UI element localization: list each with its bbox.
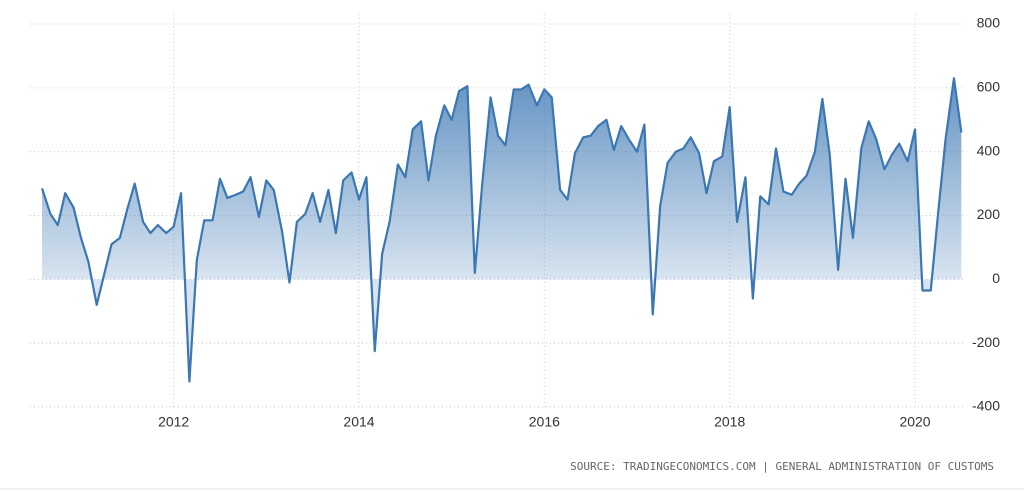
area	[42, 78, 962, 382]
x-tick-label: 2018	[714, 414, 745, 430]
y-tick-label: 0	[992, 270, 1000, 286]
y-tick-label: 800	[977, 15, 1001, 31]
y-tick-label: 200	[977, 206, 1001, 222]
source: SOURCE: TRADINGECONOMICS.COM | GENERAL A…	[570, 460, 994, 473]
x-tick-label: 2016	[529, 414, 560, 430]
x-tick-label: 2012	[158, 414, 189, 430]
x-tick-label: 2020	[899, 414, 930, 430]
y-tick-label: 600	[977, 79, 1001, 95]
x-tick-label: 2014	[343, 414, 374, 430]
y-tick-label: 400	[977, 142, 1001, 158]
y-tick-label: -400	[972, 398, 1000, 414]
y-tick-label: -200	[972, 334, 1000, 350]
line	[41, 77, 963, 383]
